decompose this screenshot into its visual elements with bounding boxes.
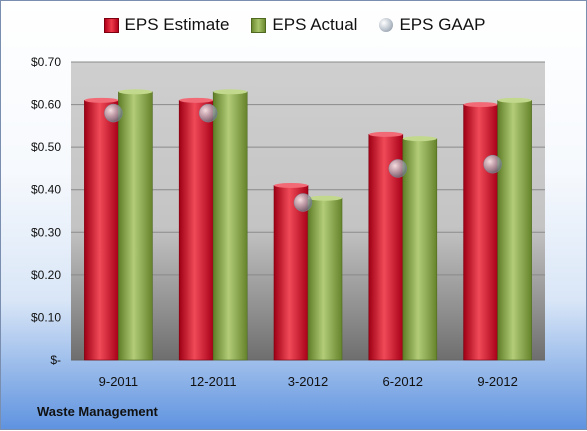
- bar-top-eps-estimate: [463, 102, 498, 108]
- y-tick-label: $-: [50, 353, 61, 367]
- bar-eps-estimate: [273, 185, 309, 361]
- bar-eps-actual: [497, 100, 532, 361]
- legend-swatch-eps-estimate: [103, 17, 119, 33]
- y-tick-label: $0.70: [31, 55, 61, 69]
- legend: EPS Estimate EPS Actual EPS GAAP: [1, 15, 587, 35]
- bar-eps-estimate: [463, 104, 498, 361]
- bar-top-eps-estimate: [84, 97, 119, 103]
- bar-top-eps-estimate: [274, 182, 308, 188]
- legend-swatch-eps-gaap: [379, 18, 394, 32]
- company-name: Waste Management: [37, 404, 158, 419]
- y-tick-label: $0.40: [31, 183, 61, 197]
- bar-eps-estimate: [84, 100, 119, 361]
- bar-top-eps-actual: [213, 89, 248, 95]
- legend-item-eps-gaap: EPS GAAP: [379, 15, 485, 35]
- bar-eps-actual: [307, 197, 343, 361]
- bar-top-eps-actual: [497, 97, 532, 103]
- bar-eps-actual: [402, 138, 438, 361]
- y-tick-label: $0.10: [31, 310, 61, 324]
- legend-item-eps-estimate: EPS Estimate: [103, 15, 230, 35]
- marker-eps-gaap: [388, 159, 408, 178]
- bar-top-eps-actual: [402, 136, 437, 142]
- x-tick-label: 6-2012: [383, 374, 423, 389]
- bar-eps-estimate: [178, 100, 214, 361]
- legend-swatch-eps-actual: [251, 17, 267, 33]
- bar-top-eps-estimate: [368, 131, 403, 137]
- marker-eps-gaap: [104, 103, 123, 123]
- marker-eps-gaap: [198, 103, 218, 123]
- bar-eps-actual: [118, 91, 153, 361]
- bar-top-eps-actual: [308, 195, 342, 201]
- bar-top-eps-actual: [118, 89, 153, 95]
- legend-label-eps-estimate: EPS Estimate: [124, 15, 230, 34]
- legend-label-eps-gaap: EPS GAAP: [399, 15, 486, 34]
- x-tick-label: 12-2011: [190, 374, 237, 389]
- marker-eps-gaap: [483, 154, 502, 174]
- x-tick-label: 9-2012: [477, 374, 517, 389]
- bar-top-eps-estimate: [179, 97, 214, 103]
- y-tick-label: $0.30: [31, 225, 61, 239]
- bar-eps-actual: [212, 91, 248, 361]
- y-tick-label: $0.20: [31, 268, 61, 282]
- x-tick-label: 9-2011: [99, 374, 139, 389]
- y-tick-label: $0.60: [31, 98, 61, 112]
- x-tick-label: 3-2012: [288, 374, 328, 389]
- legend-label-eps-actual: EPS Actual: [272, 15, 358, 34]
- marker-eps-gaap: [293, 193, 313, 212]
- legend-item-eps-actual: EPS Actual: [251, 15, 357, 35]
- y-tick-label: $0.50: [31, 140, 61, 154]
